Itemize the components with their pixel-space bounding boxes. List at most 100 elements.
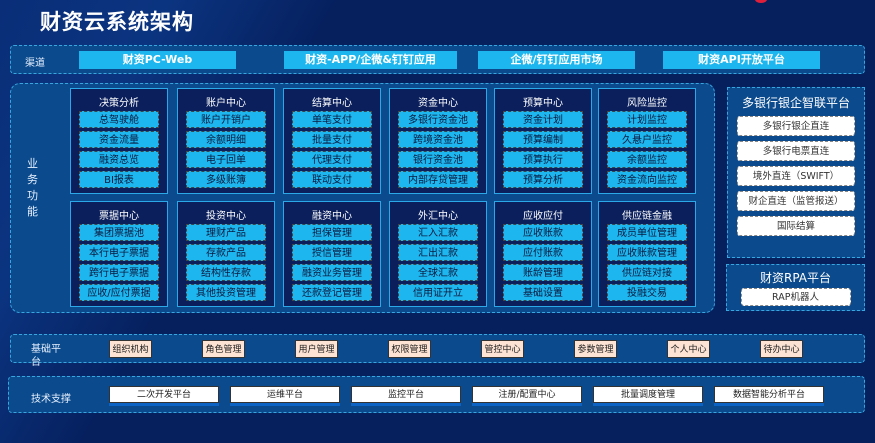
- base-platform-button[interactable]: 权限管理: [388, 340, 431, 358]
- tech-support-button[interactable]: 注册/配置中心: [472, 386, 582, 403]
- base-platform-button[interactable]: 角色管理: [202, 340, 245, 358]
- base-platform-button[interactable]: 组织机构: [109, 340, 152, 358]
- module-item[interactable]: 授信管理: [292, 244, 372, 261]
- module-card: 结算中心 单笔支付 批量支付 代理支付 联动支付: [283, 88, 381, 194]
- module-item[interactable]: 代理支付: [292, 151, 372, 168]
- module-item[interactable]: 批量支付: [292, 131, 372, 148]
- module-item[interactable]: 担保管理: [292, 224, 372, 241]
- tech-support-button[interactable]: 运维平台: [230, 386, 340, 403]
- module-item[interactable]: 集团票据池: [79, 224, 159, 241]
- base-platform-button[interactable]: 管控中心: [481, 340, 524, 358]
- module-item[interactable]: 单笔支付: [292, 111, 372, 128]
- bank-item[interactable]: 财企直连（监管报送）: [737, 191, 855, 211]
- tech-support-button[interactable]: 二次开发平台: [109, 386, 219, 403]
- module-item[interactable]: 投融交易: [607, 284, 687, 301]
- module-item[interactable]: 资金流向监控: [607, 171, 687, 188]
- module-item[interactable]: 账户开销户: [186, 111, 266, 128]
- module-card: 预算中心资金计划预算编制预算执行预算分析: [494, 88, 592, 194]
- module-item[interactable]: 内部存贷管理: [398, 171, 478, 188]
- module-title: 供应链金融: [622, 211, 672, 222]
- module-item[interactable]: 跨行电子票据: [79, 264, 159, 281]
- business-label: 业务功能: [27, 157, 38, 218]
- module-title: 风险监控: [627, 98, 667, 109]
- module-card: 风险监控计划监控久悬户监控余额监控资金流向监控: [598, 88, 696, 194]
- module-item[interactable]: 结构性存款: [186, 264, 266, 281]
- module-item[interactable]: 余额监控: [607, 151, 687, 168]
- module-item[interactable]: 账龄管理: [503, 264, 583, 281]
- module-item[interactable]: 多银行资金池: [398, 111, 478, 128]
- base-platform-button[interactable]: 参数管理: [574, 340, 617, 358]
- bank-item[interactable]: 境外直连（SWIFT）: [737, 166, 855, 186]
- module-item[interactable]: 信用证开立: [398, 284, 478, 301]
- channel-api[interactable]: 财资API开放平台: [663, 51, 820, 69]
- base-platform-band: 基础平台 组织机构 角色管理 用户管理 权限管理 管控中心 参数管理 个人中心 待办中心: [10, 334, 865, 368]
- tech-support-button[interactable]: 监控平台: [351, 386, 461, 403]
- module-item[interactable]: 资金流量: [79, 131, 159, 148]
- module-item[interactable]: 供应链对接: [607, 264, 687, 281]
- module-card: 决策分析 总驾驶舱 资金流量 融资总览 BI报表: [70, 88, 168, 194]
- module-item[interactable]: 应付账款: [503, 244, 583, 261]
- tech-support-band: 技术支撑 二次开发平台 运维平台 监控平台 注册/配置中心 批量调度管理 数据智能分析平台: [8, 376, 865, 413]
- tech-support-button[interactable]: 数据智能分析平台: [714, 386, 824, 403]
- channel-pc-web[interactable]: 财资PC-Web: [79, 51, 236, 69]
- module-item[interactable]: 预算执行: [503, 151, 583, 168]
- module-item[interactable]: 总驾驶舱: [79, 111, 159, 128]
- module-item[interactable]: 久悬户监控: [607, 131, 687, 148]
- module-item[interactable]: 汇入汇款: [398, 224, 478, 241]
- module-item[interactable]: 资金计划: [503, 111, 583, 128]
- base-platform-button[interactable]: 用户管理: [295, 340, 338, 358]
- channel-app[interactable]: 财资-APP/企微&钉钉应用: [284, 51, 457, 69]
- module-item[interactable]: 多级账簿: [186, 171, 266, 188]
- bank-item[interactable]: 多银行银企直连: [737, 116, 855, 136]
- module-title: 票据中心: [99, 211, 139, 222]
- page-title: 财资云系统架构: [40, 10, 194, 34]
- module-card: 供应链金融成员单位管理 应收账款管理 供应链对接投融交易: [598, 201, 696, 307]
- module-card: 应收应付 应收账款 应付账款 账龄管理 基础设置: [494, 201, 592, 307]
- module-card: 资金中心 多银行资金池 跨境资金池 银行资金池 内部存贷管理: [389, 88, 487, 194]
- module-item[interactable]: 还款登记管理: [292, 284, 372, 301]
- module-item[interactable]: 余额明细: [186, 131, 266, 148]
- bank-item[interactable]: 国际结算: [737, 216, 855, 236]
- module-title: 预算中心: [523, 98, 563, 109]
- module-item[interactable]: 银行资金池: [398, 151, 478, 168]
- module-item[interactable]: 本行电子票据: [79, 244, 159, 261]
- base-platform-label: 基础平台: [31, 344, 61, 368]
- module-item[interactable]: 存款产品: [186, 244, 266, 261]
- module-item[interactable]: 理财产品: [186, 224, 266, 241]
- module-item[interactable]: BI报表: [79, 171, 159, 188]
- bank-platform-panel: 多银行银企智联平台 多银行银企直连 多银行电票直连 境外直连（SWIFT） 财企…: [727, 87, 865, 258]
- module-title: 外汇中心: [418, 211, 458, 222]
- rpa-item[interactable]: RAP机器人: [740, 288, 851, 306]
- tech-support-button[interactable]: 批量调度管理: [593, 386, 703, 403]
- module-item[interactable]: 其他投资管理: [186, 284, 266, 301]
- module-title: 融资中心: [312, 211, 352, 222]
- module-card: 融资中心担保管理授信管理融资业务管理 还款登记管理: [283, 201, 381, 307]
- module-item[interactable]: 计划监控: [607, 111, 687, 128]
- module-item[interactable]: 电子回单: [186, 151, 266, 168]
- channel-market[interactable]: 企微/钉钉应用市场: [478, 51, 635, 69]
- bank-item[interactable]: 多银行电票直连: [737, 141, 855, 161]
- module-item[interactable]: 预算编制: [503, 131, 583, 148]
- module-card: 外汇中心汇入汇款汇出汇款全球汇款信用证开立: [389, 201, 487, 307]
- base-platform-button[interactable]: 个人中心: [667, 340, 710, 358]
- logo-icon: [755, 0, 767, 3]
- channel-band: 渠道 财资PC-Web 财资-APP/企微&钉钉应用 企微/钉钉应用市场 财资A…: [10, 45, 865, 74]
- module-item[interactable]: 全球汇款: [398, 264, 478, 281]
- module-card: 账户中心账户开销户余额明细电子回单多级账簿: [177, 88, 275, 194]
- channel-label: 渠道: [25, 58, 45, 69]
- module-item[interactable]: 应收账款管理: [607, 244, 687, 261]
- module-item[interactable]: 成员单位管理: [607, 224, 687, 241]
- module-item[interactable]: 预算分析: [503, 171, 583, 188]
- module-item[interactable]: 应收账款: [503, 224, 583, 241]
- module-item[interactable]: 融资业务管理: [292, 264, 372, 281]
- module-item[interactable]: 应收/应付票据: [79, 284, 159, 301]
- module-item[interactable]: 联动支付: [292, 171, 372, 188]
- module-title: 账户中心: [206, 98, 246, 109]
- module-item[interactable]: 基础设置: [503, 284, 583, 301]
- base-platform-button[interactable]: 待办中心: [760, 340, 803, 358]
- bank-platform-title: 多银行银企智联平台: [741, 96, 850, 110]
- module-item[interactable]: 汇出汇款: [398, 244, 478, 261]
- module-item[interactable]: 融资总览: [79, 151, 159, 168]
- module-item[interactable]: 跨境资金池: [398, 131, 478, 148]
- module-card: 票据中心集团票据池本行电子票据 跨行电子票据 应收/应付票据: [70, 201, 168, 307]
